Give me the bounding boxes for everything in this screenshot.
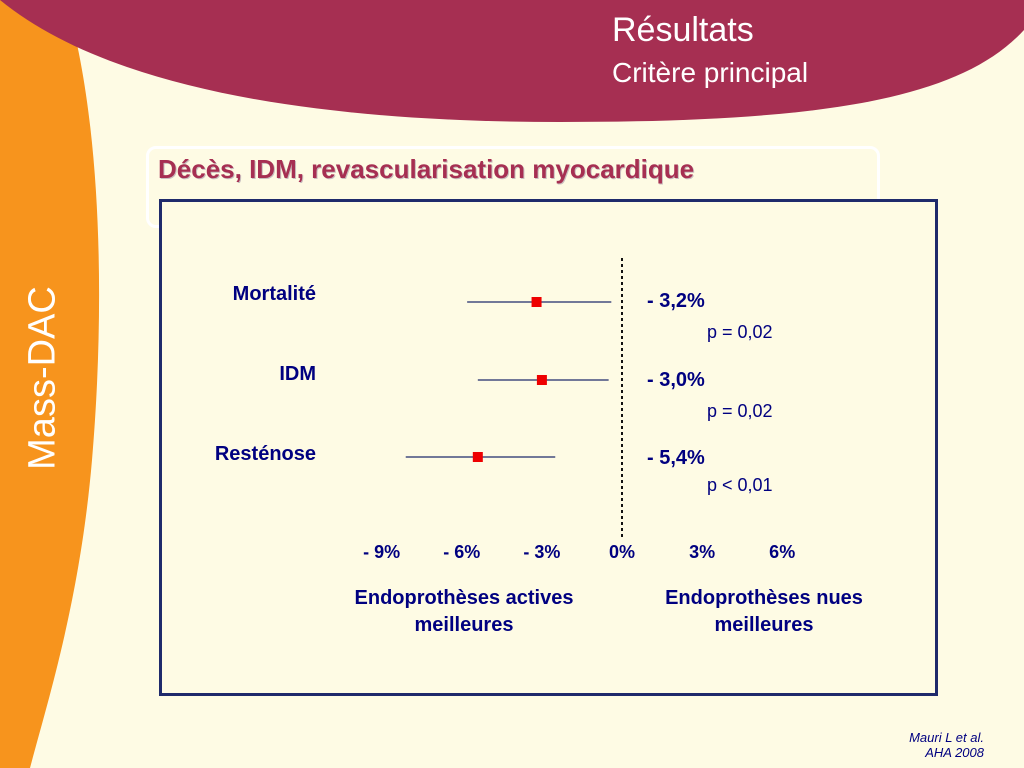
pvalue-label-restenose: p < 0,01 [707, 475, 773, 495]
row-label-idm: IDM [279, 363, 316, 385]
chart-heading: Décès, IDM, revascularisation myocardiqu… [158, 154, 695, 184]
effect-marker [536, 375, 547, 385]
effect-label-idm: - 3,0% [647, 369, 705, 391]
x-tick-label: - 9% [363, 542, 401, 562]
effect-marker [472, 452, 483, 462]
page-subtitle: Critère principal [612, 57, 809, 88]
x-tick-label: 6% [769, 542, 796, 562]
row-label-restenose: Resténose [214, 443, 316, 465]
citation-source: AHA 2008 [925, 745, 984, 760]
pvalue-label-mortalite: p = 0,02 [707, 322, 773, 342]
header-banner [0, 0, 1024, 122]
plot-frame [159, 199, 938, 696]
orange-sidebar [0, 0, 100, 768]
favours-right-label: Endoprothèses nues meilleures [665, 587, 863, 636]
x-tick-label: - 3% [523, 542, 561, 562]
citation: Mauri L et al. AHA 2008 [909, 730, 984, 760]
row-label-mortalite: Mortalité [232, 283, 316, 305]
favours-left-label: Endoprothèses actives meilleures [354, 587, 574, 636]
pvalue-label-idm: p = 0,02 [707, 401, 773, 421]
x-tick-label: 3% [689, 542, 716, 562]
page-title: Résultats [612, 11, 754, 49]
x-tick-label: 0% [608, 542, 636, 562]
x-tick-label: - 6% [443, 542, 481, 562]
citation-authors: Mauri L et al. [909, 730, 984, 745]
effect-label-mortalite: - 3,2% [647, 290, 705, 312]
effect-marker [531, 297, 542, 307]
effect-label-restenose: - 5,4% [647, 447, 705, 469]
